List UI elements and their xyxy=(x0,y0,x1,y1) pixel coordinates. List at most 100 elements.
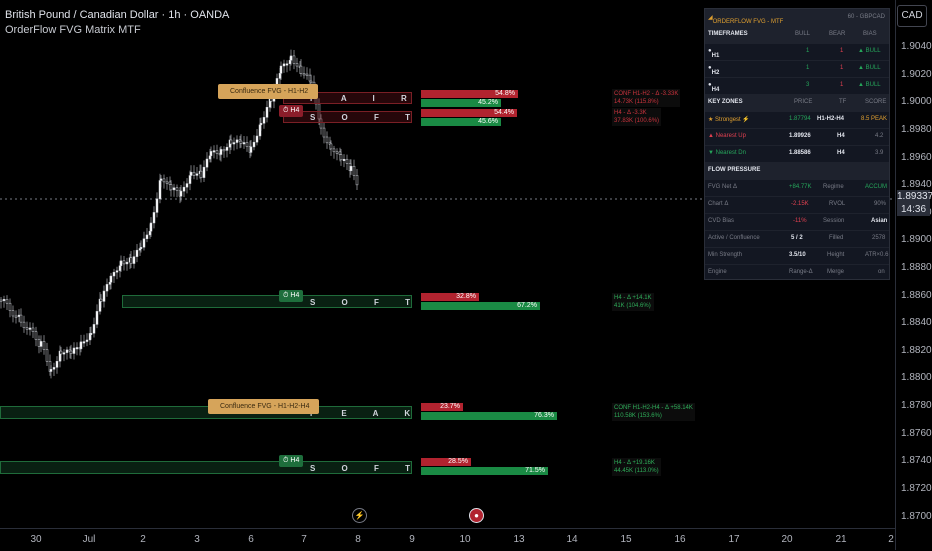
time-tick-label: 8 xyxy=(355,534,361,545)
candle-body xyxy=(295,63,299,67)
currency-button[interactable]: CAD xyxy=(897,5,927,27)
candle-body xyxy=(19,314,23,323)
price-axis[interactable]: 1.90400 1.90200 1.90000 1.89800 1.89600 1.894… xyxy=(895,0,932,550)
flow-label: Session xyxy=(823,218,845,224)
tf-badge: ⏱ H4 xyxy=(279,105,304,117)
candle-body xyxy=(0,299,3,302)
zone-word: P E A K xyxy=(310,409,423,418)
time-tick-label: 21 xyxy=(835,534,847,545)
candle-body xyxy=(349,165,353,172)
time-axis[interactable]: 30 Jul 2 3 6 7 8 9 10 13 14 15 16 17 20 21 2 xyxy=(0,528,895,551)
candle-body xyxy=(49,369,53,372)
time-tick-label: 14 xyxy=(566,534,578,545)
time-tick-label: 7 xyxy=(301,534,307,545)
flow-label: Filled xyxy=(829,235,844,241)
flow-label: CVD Bias xyxy=(708,218,735,224)
bull-bar: 71.5% xyxy=(421,467,548,475)
candle-body xyxy=(165,181,169,184)
candle-body xyxy=(99,298,103,302)
candle-body xyxy=(145,234,149,240)
candle-body xyxy=(162,178,166,183)
candle-body xyxy=(122,260,126,265)
time-tick-label: 20 xyxy=(781,534,793,545)
indicator-name: OrderFlow FVG Matrix MTF xyxy=(5,24,141,36)
tf-name: H4 xyxy=(711,87,720,93)
fvg-zone-soft-1[interactable] xyxy=(283,111,412,123)
tf-bull: 3 xyxy=(806,82,810,88)
zone-info: CONF H1-H2 - Δ -3.33K 14.73K (115.8%) xyxy=(612,89,681,107)
tf-bear: 1 xyxy=(840,82,844,88)
candle-body xyxy=(142,238,146,248)
candle-body xyxy=(95,311,99,325)
price-tick-label: 1.90200 xyxy=(901,69,932,80)
bear-bar: 54.4% xyxy=(421,109,517,117)
time-tick-label: Jul xyxy=(82,534,96,545)
zone-price: 1.87794 xyxy=(789,116,811,122)
time-tick-label: 17 xyxy=(728,534,740,545)
lightning-event-icon[interactable]: ⚡ xyxy=(352,508,367,523)
price-tick-label: 1.87800 xyxy=(901,400,932,411)
price-tick-label: 1.87000 xyxy=(901,511,932,522)
price-tick-label: 1.88600 xyxy=(901,290,932,301)
zone-tf: H1-H2-H4 xyxy=(817,116,845,122)
flow-label: Active / Confluence xyxy=(708,235,760,241)
candle-body xyxy=(31,327,35,332)
fvg-zone-soft-3[interactable] xyxy=(0,461,412,474)
candle-body xyxy=(169,184,173,191)
candle-body xyxy=(39,341,43,347)
candle-body xyxy=(309,80,313,83)
zone-price: 1.88586 xyxy=(789,150,811,156)
tf-badge: ⏱ H4 xyxy=(279,455,304,467)
price-tick-label: 1.89600 xyxy=(901,152,932,163)
price-tick-label: 1.89800 xyxy=(901,124,932,135)
candle-body xyxy=(332,148,336,153)
candle-body xyxy=(282,63,286,67)
zone-name: ▲ Nearest Up xyxy=(708,133,746,139)
candle-body xyxy=(129,257,133,264)
flow-value: 5 / 2 xyxy=(791,235,803,241)
zone-word: S O F T xyxy=(310,113,422,122)
flow-value: on xyxy=(878,269,885,275)
candle-body xyxy=(302,73,306,76)
tf-bull: 1 xyxy=(806,48,810,54)
candle-body xyxy=(62,352,66,355)
price-tick-label: 1.88400 xyxy=(901,317,932,328)
panel-symbol: 60 - GBPCAD xyxy=(847,14,885,20)
flow-value: ACCUM xyxy=(865,184,887,190)
price-tick-label: 1.89000 xyxy=(901,234,932,245)
col-price: PRICE xyxy=(794,99,813,105)
flow-label: RVOL xyxy=(829,201,846,207)
zone-info: H4 - Δ -3.3K 37.83K (100.6%) xyxy=(612,108,662,126)
candle-body xyxy=(109,275,113,283)
zone-name: ▼ Nearest Dn xyxy=(708,150,746,156)
candle-body xyxy=(229,139,233,145)
zone-tf: H4 xyxy=(837,133,845,139)
bar-countdown: 14:36 xyxy=(900,204,927,215)
flow-value: -11% xyxy=(793,218,807,224)
candle-body xyxy=(259,123,263,126)
tf-name: H1 xyxy=(711,53,720,59)
zone-score: 4.2 xyxy=(875,133,884,139)
time-tick-label: 9 xyxy=(409,534,415,545)
candle-body xyxy=(245,142,249,147)
candle-body xyxy=(105,284,109,292)
fvg-zone-soft-2[interactable] xyxy=(122,295,412,308)
candle-body xyxy=(255,135,259,143)
zone-info: H4 - Δ +19.16K 44.45K (113.0%) xyxy=(612,458,661,476)
candle-body xyxy=(285,63,289,66)
tf-bias: ▲ BULL xyxy=(858,82,881,88)
news-event-icon[interactable]: ● xyxy=(469,508,484,523)
candle-body xyxy=(159,178,163,181)
candle-body xyxy=(199,170,203,178)
candle-body xyxy=(325,136,329,144)
time-tick-label: 10 xyxy=(459,534,471,545)
bull-bar: 45.2% xyxy=(421,99,501,107)
candle-body xyxy=(219,149,223,155)
candle-body xyxy=(42,341,46,350)
candle-body xyxy=(289,55,293,61)
candle-body xyxy=(299,65,303,74)
price-tick-label: 1.87200 xyxy=(901,483,932,494)
zone-score: 3.9 xyxy=(875,150,884,156)
flow-label: Regime xyxy=(823,184,844,190)
price-tick-label: 1.88200 xyxy=(901,345,932,356)
